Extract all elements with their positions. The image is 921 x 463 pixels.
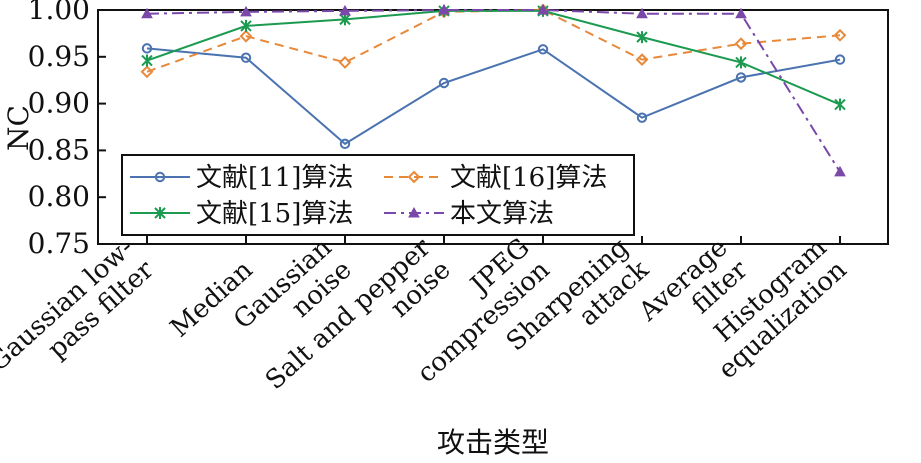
y-tick-label: 1.00 [28,0,90,26]
legend-entry: 文献[11]算法 [130,163,353,193]
legend-label: 文献[11]算法 [196,163,353,193]
data-point [240,19,252,32]
legend-label: 文献[15]算法 [196,199,353,229]
series-line [146,9,841,106]
data-point [339,4,351,16]
data-point [834,165,846,177]
data-point [239,29,253,43]
data-point [834,54,846,65]
series-line [146,47,841,146]
data-point [438,3,450,15]
data-point [537,3,549,15]
data-point [734,37,748,51]
data-point [154,171,166,183]
data-point [636,7,648,19]
data-point [141,43,153,54]
data-point [438,77,450,89]
data-point [407,170,421,184]
data-point [339,138,351,150]
data-point [735,72,747,83]
data-point [833,28,847,42]
data-point [408,206,420,218]
series-1 [141,43,846,150]
series-line [146,9,841,173]
legend-entry: 文献[15]算法 [130,199,353,229]
legend-box [121,154,635,236]
data-point [338,56,352,69]
data-point [636,31,648,44]
y-tick-label: 0.85 [28,133,90,166]
series-layer [140,3,847,177]
data-point [834,98,846,111]
y-tick-label: 0.95 [28,40,90,73]
data-point [636,112,648,123]
x-axis-title: 攻击类型 [437,426,549,459]
data-point [140,65,154,79]
legend-entry: 本文算法 [384,199,554,229]
data-point [735,7,747,19]
data-point [635,53,649,67]
y-tick-label: 0.75 [28,227,90,260]
data-point [141,54,153,67]
data-point [141,7,153,19]
y-axis-title: NC [2,105,35,151]
series-4 [141,3,846,177]
legend-label: 本文算法 [450,199,554,229]
data-point [537,44,549,55]
data-point [240,52,252,63]
data-point [154,207,166,219]
legend-label: 文献[16]算法 [450,163,607,193]
y-tick-label: 0.90 [28,87,90,120]
legend-entry: 文献[16]算法 [384,163,607,193]
data-point [240,5,252,17]
y-tick-label: 0.80 [28,180,90,213]
data-point [735,56,747,69]
